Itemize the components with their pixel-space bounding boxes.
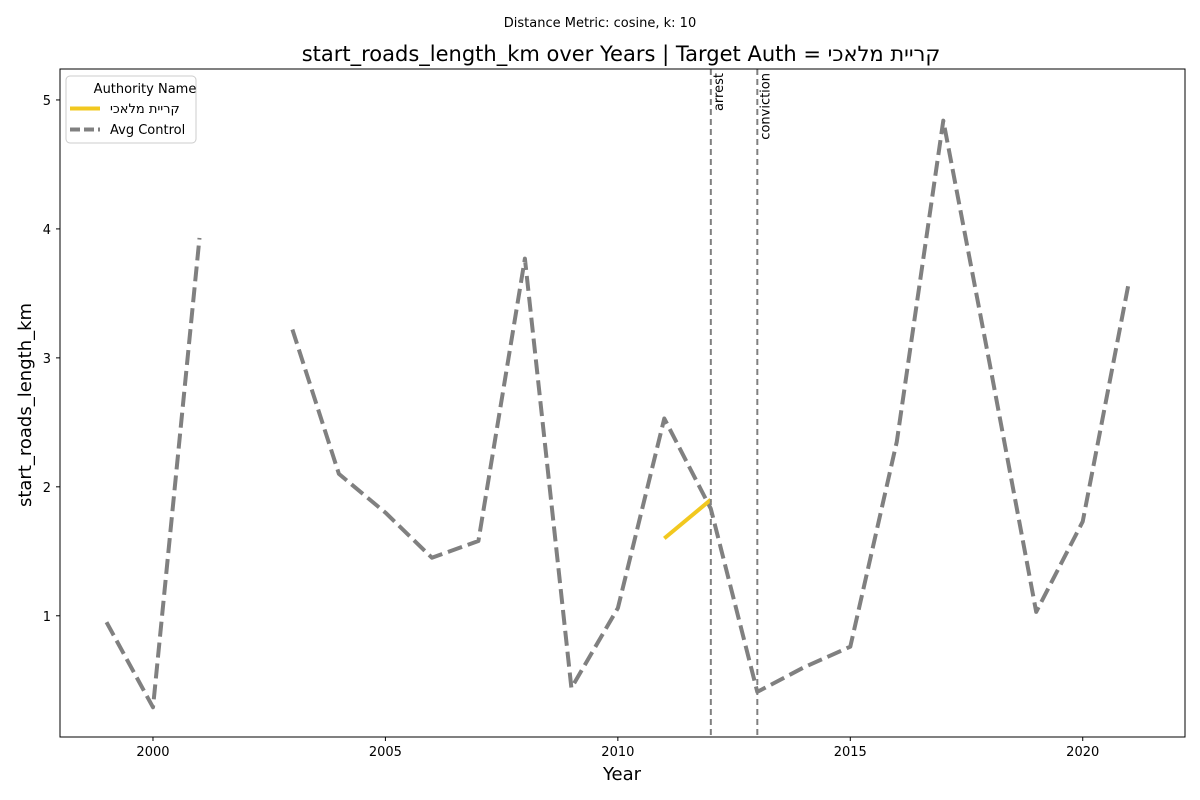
- y-tick-label: 2: [43, 481, 51, 496]
- event-label-arrest: arrest: [712, 73, 727, 111]
- chart-suptitle: Distance Metric: cosine, k: 10: [504, 16, 696, 31]
- legend: Authority Name קריית מלאכי Avg Control: [65, 75, 197, 144]
- x-tick-label: 2010: [601, 745, 634, 760]
- y-tick-label: 3: [43, 352, 51, 367]
- plot-area-frame: [59, 68, 1186, 738]
- annotation-layer: arrest conviction: [709, 69, 773, 737]
- series-line-control: [104, 237, 202, 710]
- y-axis: 1 2 3 4 5: [43, 94, 60, 625]
- y-tick-label: 5: [43, 94, 51, 109]
- y-axis-title: start_roads_length_km: [15, 303, 36, 507]
- legend-label-control: Avg Control: [110, 123, 185, 138]
- legend-title: Authority Name: [94, 82, 197, 97]
- y-tick-label: 1: [43, 610, 51, 625]
- legend-box: [65, 75, 197, 144]
- x-tick-label: 2005: [369, 745, 402, 760]
- chart-title: start_roads_length_km over Years | Targe…: [302, 42, 941, 67]
- x-tick-label: 2000: [136, 745, 169, 760]
- series-layer: [104, 118, 1132, 710]
- event-label-conviction: conviction: [758, 73, 773, 140]
- x-axis-title: Year: [602, 764, 642, 785]
- x-tick-label: 2015: [834, 745, 867, 760]
- x-tick-label: 2020: [1066, 745, 1099, 760]
- series-line-target: [663, 498, 713, 540]
- x-axis: 2000 2005 2010 2015 2020: [136, 737, 1099, 760]
- y-tick-label: 4: [43, 223, 51, 238]
- series-line-control: [290, 118, 1132, 694]
- legend-label-target: קריית מלאכי: [110, 102, 180, 117]
